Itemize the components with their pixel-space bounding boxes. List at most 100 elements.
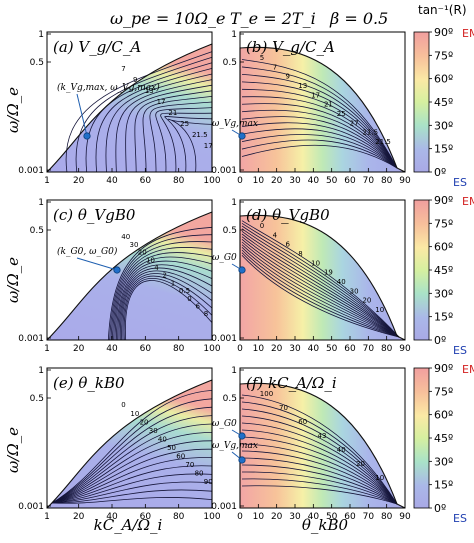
- y-tick-f-2: 0.001: [211, 502, 237, 512]
- colorbar-tick-2-5: 15º: [434, 479, 453, 492]
- contour-line-c-3: [111, 247, 213, 341]
- panel-title-e: (e) θ_kB0: [53, 374, 125, 392]
- y-tick-c-0: 1: [38, 198, 44, 208]
- colorbar-tick-2-1: 75º: [434, 385, 453, 398]
- contour-line-b-12: [241, 139, 398, 169]
- contour-line-d-5: [241, 233, 400, 338]
- contour-label-f-3: 43: [318, 432, 327, 440]
- panel-boundary-c: [46, 211, 213, 341]
- contour-line-c-9: [119, 270, 213, 341]
- colorbar-tick-0-6: 0º: [434, 166, 446, 179]
- x-tick-b-1: 10: [253, 176, 265, 186]
- contour-label-b-6: 25: [337, 110, 346, 118]
- x-tick-f-6: 60: [344, 512, 356, 522]
- contour-label-b-3: 13: [298, 82, 307, 90]
- contour-line-f-6: [241, 436, 398, 505]
- contour-line-a-8: [142, 96, 213, 173]
- colorbar-em-label-2: EMI: [462, 363, 474, 376]
- contour-label-b-8: 21.5: [362, 129, 378, 137]
- x-tick-a-4: 80: [173, 176, 185, 186]
- colorbar-es-label-0: ES: [453, 176, 467, 189]
- contour-label-e-9: 90: [204, 478, 213, 486]
- contour-label-d-8: 20: [362, 297, 371, 305]
- contour-label-c-3: 10: [146, 256, 155, 264]
- panel-f: (f) kC_A/Ω_i100706043402010ω_G0ω_Vg,max1…: [211, 366, 411, 522]
- annotation-text-c-0: (k_G0, ω_G0): [57, 246, 118, 257]
- panel-fill-a: [47, 44, 212, 172]
- y-tick-a-2: 0.001: [18, 166, 44, 176]
- x-tick-d-9: 90: [399, 344, 411, 354]
- contour-label-d-9: 10: [375, 306, 384, 314]
- contour-line-e-10: [51, 473, 213, 504]
- colorbar-tick-1-0: 90º: [434, 194, 453, 207]
- contour-line-a-7: [134, 90, 213, 173]
- x-tick-d-1: 10: [253, 344, 265, 354]
- contour-label-c-6: 1: [171, 279, 175, 287]
- contour-line-f-7: [241, 443, 398, 505]
- contour-label-e-4: 40: [158, 435, 167, 443]
- colorbar-tick-0-0: 90º: [434, 26, 453, 39]
- contour-line-d-11: [241, 249, 400, 338]
- panel-title-b: (b) V_g/C_A: [246, 38, 335, 56]
- contour-line-c-4: [113, 252, 213, 341]
- xlabel-left: kC_A/Ω_i: [94, 516, 163, 534]
- x-tick-a-3: 60: [140, 176, 152, 186]
- colorbar-em-label-0: EMI: [462, 27, 474, 40]
- x-tick-b-7: 70: [363, 176, 375, 186]
- contour-label-a-3: 17: [157, 98, 166, 106]
- ylabel-row-2: ω/Ω_e: [4, 257, 22, 303]
- panel-boundary-d: [239, 214, 406, 341]
- xlabel-right: θ_kB0: [302, 516, 349, 534]
- contour-line-a-12: [164, 116, 213, 173]
- contour-label-e-7: 70: [185, 461, 194, 469]
- colorbar-bar-1: [413, 199, 430, 341]
- contour-line-b-9: [241, 122, 398, 169]
- colorbar-tick-0-1: 75º: [434, 49, 453, 62]
- x-tick-e-4: 80: [173, 512, 185, 522]
- colorbar-em-label-1: EMI: [462, 195, 474, 208]
- panel-boundary-e: [46, 379, 213, 509]
- ylabel-row-3: ω/Ω_e: [4, 427, 22, 473]
- y-tick-a-1: 0.5: [30, 58, 44, 68]
- contour-line-c-1: [109, 234, 213, 341]
- contour-line-d-2: [241, 225, 400, 338]
- contour-line-a-3: [95, 68, 213, 173]
- colorbar-tick-0-2: 60º: [434, 73, 453, 86]
- x-tick-f-3: 30: [289, 512, 301, 522]
- contour-label-c-7: 0.5: [179, 287, 190, 295]
- contour-line-e-4: [51, 423, 213, 504]
- contour-line-b-11: [241, 134, 398, 169]
- colorbar-tick-2-4: 30º: [434, 455, 453, 468]
- panel-title-d: (d) θ_VgB0: [246, 206, 330, 224]
- contour-label-e-1: 10: [130, 410, 139, 418]
- y-tick-b-0: 1: [231, 30, 237, 40]
- x-tick-a-2: 40: [106, 176, 118, 186]
- contour-line-b-5: [241, 96, 398, 169]
- contour-label-f-6: 10: [375, 474, 384, 482]
- contour-line-f-1: [241, 401, 398, 505]
- x-tick-f-5: 50: [326, 512, 338, 522]
- x-tick-e-1: 20: [73, 512, 85, 522]
- colorbar-tick-0-5: 15º: [434, 143, 453, 156]
- x-tick-f-8: 80: [381, 512, 393, 522]
- contour-label-f-2: 60: [298, 418, 307, 426]
- contour-line-e-5: [51, 432, 213, 504]
- panel-d: (d) θ_VgB00468101940302010ω_G010.50.0010…: [211, 198, 411, 354]
- colorbar-tick-1-5: 15º: [434, 311, 453, 324]
- contour-line-f-5: [241, 429, 398, 505]
- colorbar-tick-1-1: 75º: [434, 217, 453, 230]
- header-beta: β = 0.5: [329, 9, 388, 28]
- panel-boundary-b: [239, 46, 406, 173]
- y-tick-f-1: 0.5: [223, 394, 237, 404]
- panel-title-c: (c) θ_VgB0: [53, 206, 136, 224]
- contour-line-c-7: [117, 264, 213, 341]
- x-tick-b-4: 40: [308, 176, 320, 186]
- contour-label-d-6: 40: [337, 278, 346, 286]
- contour-line-d-13: [241, 255, 400, 338]
- x-tick-b-5: 50: [326, 176, 338, 186]
- contour-line-a-11: [160, 112, 213, 173]
- header-temp: T_e = 2T_i: [230, 9, 316, 28]
- contour-line-f-3: [241, 415, 398, 505]
- x-tick-d-6: 60: [344, 344, 356, 354]
